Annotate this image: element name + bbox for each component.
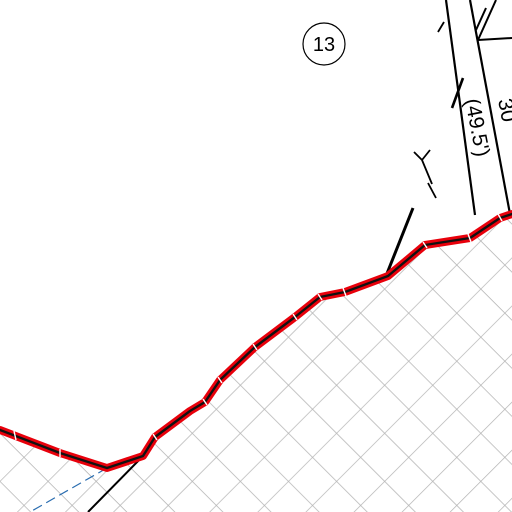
road-edge-line-left	[444, 0, 477, 216]
boundary-vertex-marks	[13, 213, 503, 457]
lower-lot-line	[87, 455, 144, 512]
dimension-label-partial: 30	[493, 97, 512, 124]
circle-label-icon[interactable]: 13	[302, 22, 346, 66]
lot-number-circle	[302, 22, 346, 66]
triangle-marker-icon	[475, 0, 512, 41]
tick-mark-icon	[413, 21, 465, 199]
lot-line	[384, 207, 415, 277]
road-edge-line-right	[468, 0, 512, 215]
lot-number: 13	[313, 34, 335, 56]
